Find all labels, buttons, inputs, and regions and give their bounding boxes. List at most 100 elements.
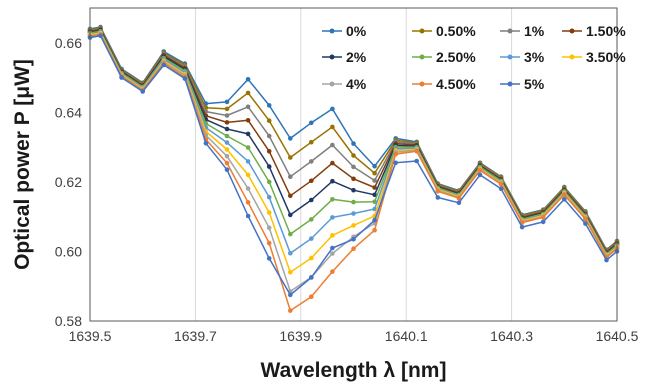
- data-point: [372, 192, 377, 198]
- data-point: [330, 124, 335, 130]
- data-point: [309, 236, 314, 241]
- legend-label: 3%: [524, 49, 545, 65]
- data-point: [245, 172, 251, 178]
- data-point: [330, 160, 335, 166]
- data-point: [330, 245, 335, 251]
- data-point: [309, 294, 314, 300]
- data-point: [456, 195, 462, 201]
- legend-swatch-marker: [569, 28, 575, 34]
- data-point: [288, 212, 293, 218]
- data-point: [224, 167, 230, 172]
- x-tick-labels: 1639.5 1639.7 1639.9 1640.1 1640.3 1640.5: [69, 328, 639, 344]
- data-point: [351, 187, 356, 193]
- data-point: [351, 223, 356, 228]
- data-point: [288, 250, 293, 256]
- data-point: [540, 219, 546, 225]
- data-point: [266, 133, 272, 139]
- data-point: [435, 195, 441, 200]
- data-point: [224, 106, 230, 112]
- data-point: [309, 217, 314, 222]
- data-point: [266, 118, 272, 123]
- data-point: [477, 172, 483, 178]
- y-tick-label: 0.62: [55, 174, 82, 190]
- data-point: [351, 153, 356, 158]
- legend-item: 1.50%: [562, 23, 626, 39]
- data-point: [288, 308, 293, 313]
- data-point: [288, 270, 293, 275]
- data-point: [288, 193, 293, 199]
- data-point: [245, 159, 251, 164]
- data-point: [245, 186, 251, 191]
- data-point: [245, 145, 251, 150]
- legend-item: 1%: [500, 23, 545, 39]
- data-point: [309, 275, 314, 280]
- data-point: [372, 178, 377, 183]
- legend-swatch-marker: [419, 28, 425, 34]
- y-axis-label: Optical power P [μW]: [11, 59, 34, 270]
- data-point: [372, 227, 377, 233]
- data-point: [372, 217, 377, 223]
- data-point: [330, 269, 335, 274]
- data-point: [161, 62, 167, 68]
- legend-label: 2.50%: [436, 49, 476, 65]
- data-point: [498, 186, 504, 192]
- y-tick-labels: 0.58 0.60 0.62 0.64 0.66: [55, 35, 82, 329]
- legend-item: 4%: [322, 76, 367, 92]
- series-11: [87, 33, 620, 298]
- legend-item: 5%: [500, 76, 545, 92]
- legend-item: 2%: [322, 49, 367, 65]
- data-point: [266, 164, 272, 169]
- series-layer: [87, 24, 620, 313]
- legend-swatch-marker: [507, 28, 513, 34]
- data-point: [435, 189, 441, 194]
- y-tick-label: 0.58: [55, 313, 82, 329]
- legend-item: 4.50%: [412, 76, 476, 92]
- data-point: [224, 160, 230, 166]
- y-tick-label: 0.60: [55, 243, 82, 259]
- data-point: [372, 163, 377, 169]
- data-point: [309, 178, 314, 184]
- data-point: [140, 89, 145, 94]
- x-tick-label: 1639.5: [69, 328, 112, 344]
- legend-item: 0%: [322, 23, 367, 39]
- data-point: [288, 292, 293, 298]
- data-point: [266, 210, 272, 215]
- data-point: [224, 153, 230, 159]
- data-point: [309, 197, 314, 203]
- data-point: [351, 199, 356, 205]
- x-tick-label: 1640.5: [596, 328, 639, 344]
- legend-label: 1%: [524, 23, 545, 39]
- data-point: [224, 120, 230, 125]
- legend-swatch-marker: [569, 54, 575, 60]
- data-point: [309, 120, 314, 126]
- data-point: [372, 185, 377, 190]
- data-point: [351, 176, 356, 182]
- data-point: [540, 215, 546, 220]
- data-point: [309, 255, 314, 261]
- y-tick-label: 0.64: [55, 104, 82, 120]
- legend-swatch-marker: [329, 81, 335, 87]
- data-point: [266, 240, 272, 246]
- legend-label: 0%: [346, 23, 367, 39]
- data-point: [245, 200, 251, 205]
- data-point: [224, 133, 230, 139]
- data-point: [604, 257, 609, 263]
- legend-swatch-marker: [419, 54, 425, 60]
- legend-item: 3%: [500, 49, 545, 65]
- data-point: [224, 113, 230, 118]
- data-point: [330, 215, 335, 220]
- data-point: [330, 233, 335, 238]
- data-point: [414, 149, 420, 154]
- data-point: [351, 141, 356, 146]
- data-point: [477, 168, 483, 173]
- legend: 0% 0.50% 1% 1.50% 2% 2.50% 3% 3.50% 4% 4.50% 5%: [322, 23, 626, 92]
- legend-label: 4%: [346, 76, 367, 92]
- data-point: [224, 140, 230, 145]
- data-point: [498, 182, 504, 187]
- data-point: [330, 142, 335, 148]
- data-point: [224, 147, 230, 152]
- data-point: [224, 126, 230, 132]
- data-point: [562, 192, 567, 198]
- data-point: [372, 199, 377, 204]
